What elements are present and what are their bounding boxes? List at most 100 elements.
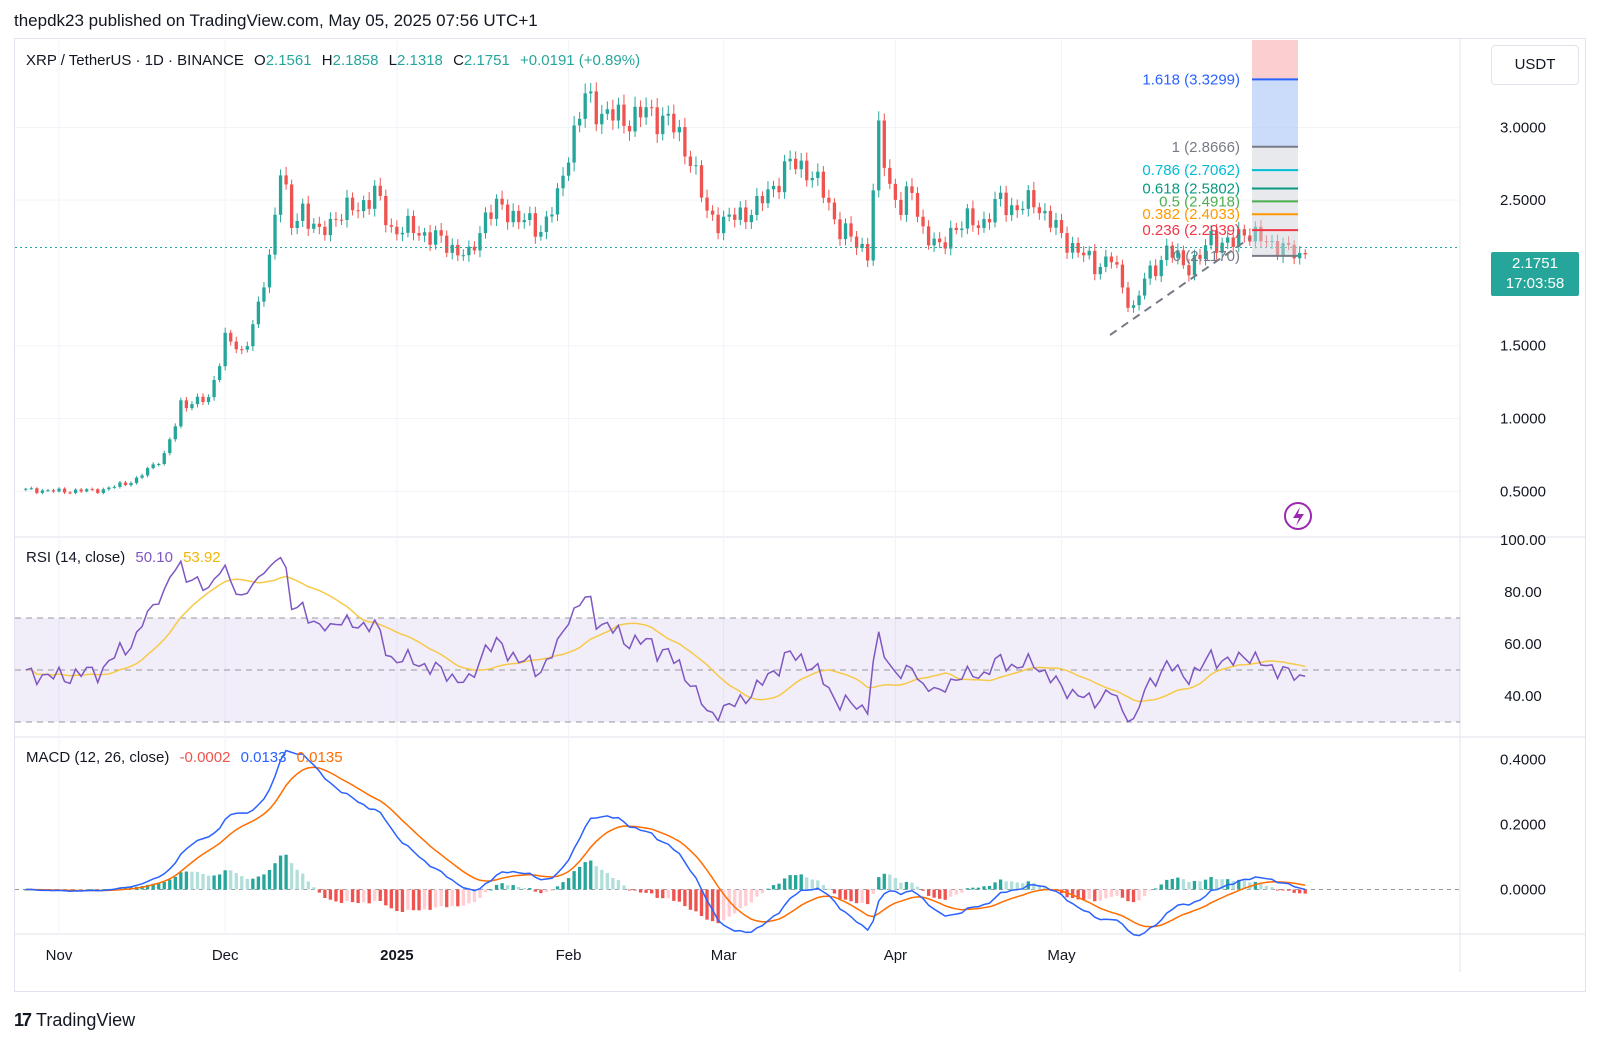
macd-histogram-bar: [317, 889, 321, 893]
candle: [301, 203, 305, 221]
x-tick-label: Mar: [711, 947, 737, 964]
macd-histogram-bar: [301, 873, 305, 890]
symbol-label[interactable]: XRP / TetherUS · 1D · BINANCE: [26, 52, 244, 69]
open-value: 2.1561: [265, 52, 312, 69]
candle: [356, 210, 360, 212]
candle: [206, 397, 211, 403]
footer-brand[interactable]: 17 TradingView: [14, 1010, 135, 1031]
candle: [323, 226, 327, 236]
macd-histogram-bar: [1176, 877, 1180, 890]
macd-histogram-bar: [816, 880, 820, 890]
fib-zone-top: [1252, 40, 1298, 80]
rsi-label[interactable]: RSI (14, close): [26, 549, 126, 566]
macd-histogram-bar: [799, 874, 803, 890]
candle: [345, 197, 349, 221]
candle: [749, 215, 754, 223]
candle: [450, 244, 454, 253]
candle: [312, 223, 316, 229]
macd-histogram-bar: [938, 889, 942, 899]
candle: [29, 488, 33, 490]
macd-histogram-bar: [733, 889, 737, 914]
candle: [733, 214, 737, 220]
candle: [273, 214, 277, 255]
candle: [661, 115, 665, 135]
macd-histogram-bar: [517, 886, 521, 890]
macd-histogram-bar: [1237, 879, 1241, 890]
tradingview-logo-icon: 17: [14, 1010, 32, 1030]
candle: [118, 482, 122, 487]
candle: [821, 171, 826, 198]
currency-button[interactable]: USDT: [1491, 45, 1579, 85]
y-tick-label: 0.5000: [1500, 483, 1546, 500]
macd-histogram-bar: [195, 871, 200, 890]
candle: [134, 477, 139, 484]
y-tick-label: 2.5000: [1500, 192, 1546, 209]
macd-histogram-bar: [860, 889, 864, 903]
macd-histogram-bar: [1115, 889, 1119, 896]
x-tick-label: 2025: [380, 947, 413, 964]
candle: [51, 490, 56, 492]
macd-histogram-bar: [1220, 879, 1224, 890]
candle: [217, 366, 222, 380]
macd-histogram-bar: [1120, 889, 1125, 898]
macd-histogram-bar: [168, 879, 172, 890]
candle: [915, 192, 920, 217]
macd-histogram-bar: [589, 860, 593, 890]
macd-histogram-bar: [245, 878, 249, 890]
candle: [68, 492, 72, 494]
candle: [472, 246, 477, 251]
fib-level-label: 0.786 (2.7062): [1142, 162, 1240, 179]
candle: [1109, 256, 1114, 263]
candle: [1120, 264, 1125, 288]
candle: [572, 125, 576, 163]
macd-histogram-bar: [1142, 889, 1147, 896]
candle: [367, 200, 371, 209]
candle: [843, 223, 848, 240]
macd-histogram-bar: [345, 889, 349, 902]
macd-histogram-bar: [926, 889, 931, 896]
candle: [168, 439, 172, 454]
candle: [173, 426, 177, 440]
change-value: +0.0191 (+0.89%): [519, 52, 641, 69]
macd-histogram-bar: [483, 889, 488, 893]
candle: [1082, 252, 1086, 256]
macd-histogram-bar: [738, 889, 742, 909]
macd-histogram-bar: [555, 886, 560, 890]
macd-histogram-bar: [899, 882, 903, 890]
candle: [1059, 219, 1064, 234]
macd-histogram-bar: [1286, 889, 1291, 891]
candle: [1021, 208, 1025, 211]
macd-histogram-bar: [373, 889, 377, 901]
candle: [334, 218, 338, 220]
macd-histogram-bar: [805, 877, 809, 890]
candle: [816, 171, 820, 178]
candle: [1104, 256, 1108, 267]
candle: [179, 400, 183, 427]
rsi-band-fill: [15, 618, 1460, 722]
candle: [522, 220, 526, 223]
macd-label[interactable]: MACD (12, 26, close): [26, 749, 170, 766]
macd-histogram-bar: [328, 889, 333, 900]
macd-histogram-bar: [705, 889, 709, 920]
candle: [683, 127, 687, 157]
candle: [965, 208, 970, 229]
candle: [378, 185, 382, 196]
candle: [251, 324, 255, 347]
candle: [73, 489, 78, 494]
candle: [195, 396, 200, 405]
macd-histogram-bar: [683, 889, 687, 907]
x-tick-label: Dec: [212, 947, 239, 964]
candle: [406, 215, 410, 233]
candle: [926, 226, 931, 246]
macd-histogram-bar: [838, 889, 842, 900]
macd-histogram-bar: [854, 889, 859, 904]
macd-histogram-bar: [1098, 889, 1102, 901]
macd-histogram-bar: [1043, 886, 1047, 890]
candle: [805, 160, 809, 181]
macd-histogram-bar: [312, 887, 316, 890]
candle: [505, 204, 510, 223]
macd-histogram-bar: [162, 882, 166, 890]
macd-histogram-bar: [295, 869, 299, 890]
candle: [1048, 210, 1053, 228]
